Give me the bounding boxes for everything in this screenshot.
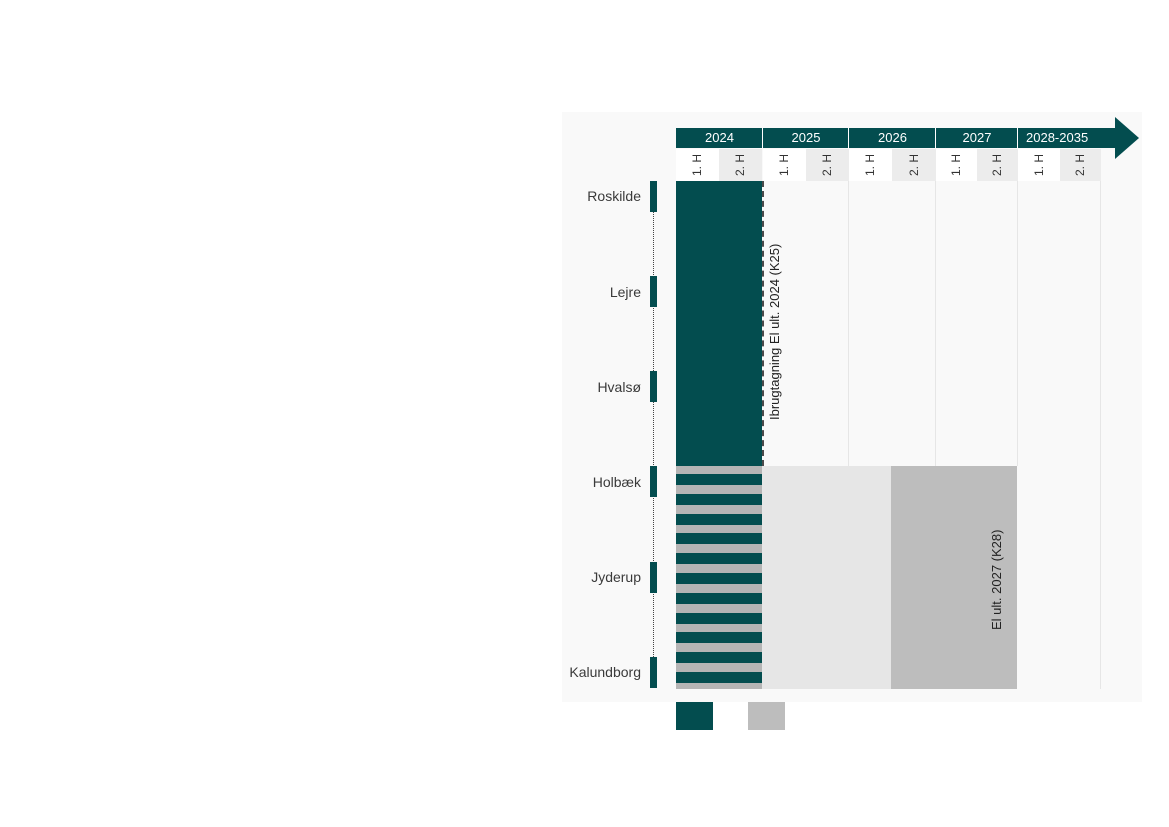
half-2027-2: 2. H [977, 149, 1018, 181]
route-line [653, 196, 654, 673]
segment-holbaek-kalundborg-light-bar [762, 466, 891, 689]
segment-holbaek-kalundborg-striped-bar [676, 466, 762, 689]
year-2025: 2025 [762, 128, 849, 148]
stripe [676, 612, 762, 624]
stripe [676, 652, 762, 664]
stripe [676, 513, 762, 525]
stripe [676, 632, 762, 644]
town-label-lejre: Lejre [609, 284, 641, 300]
half-2027-1: 1. H [936, 149, 977, 181]
stripe [676, 553, 762, 565]
town-marker-kalundborg [650, 657, 657, 688]
legend-swatch-grey [748, 702, 785, 730]
half-2025-2: 2. H [806, 149, 849, 181]
town-marker-hvalsoe [650, 371, 657, 402]
town-marker-roskilde [650, 181, 657, 212]
half-2028-2: 2. H [1060, 149, 1101, 181]
grid-line [935, 181, 936, 466]
town-marker-lejre [650, 276, 657, 307]
stripe [676, 493, 762, 505]
half-2024-2: 2. H [719, 149, 762, 181]
town-marker-jyderup [650, 562, 657, 593]
grid-line [1017, 181, 1018, 466]
stripe [676, 533, 762, 545]
grid-line [848, 181, 849, 466]
town-label-kalundborg: Kalundborg [569, 664, 641, 680]
stripe [676, 474, 762, 485]
legend-swatch-accent [676, 702, 713, 730]
year-2027: 2027 [935, 128, 1018, 148]
stripe [676, 592, 762, 604]
town-label-jyderup: Jyderup [591, 569, 641, 585]
year-2028-2035: 2028-2035 [1017, 128, 1117, 148]
segment-roskilde-holbaek-bar [676, 181, 762, 466]
town-label-hvalsoe: Hvalsø [597, 379, 641, 395]
year-2026: 2026 [848, 128, 936, 148]
stripe [676, 672, 762, 683]
year-2024: 2024 [676, 128, 763, 148]
segment-holbaek-kalundborg-grey-bar [891, 466, 1017, 689]
milestone-2027-label: El ult. 2027 (K28) [989, 529, 1004, 630]
town-marker-holbaek [650, 466, 657, 497]
stripe [676, 573, 762, 584]
grid-line [1100, 181, 1101, 689]
timeline-arrow-icon [1115, 117, 1139, 159]
milestone-2024-dashed-line [762, 181, 764, 466]
half-2024-1: 1. H [676, 149, 719, 181]
half-2026-1: 1. H [849, 149, 892, 181]
half-2026-2: 2. H [892, 149, 936, 181]
half-2025-1: 1. H [763, 149, 806, 181]
half-2028-1: 1. H [1018, 149, 1060, 181]
town-label-roskilde: Roskilde [587, 188, 641, 204]
town-label-holbaek: Holbæk [592, 474, 641, 490]
milestone-2024-label: Ibrugtagning El ult. 2024 (K25) [767, 243, 782, 420]
